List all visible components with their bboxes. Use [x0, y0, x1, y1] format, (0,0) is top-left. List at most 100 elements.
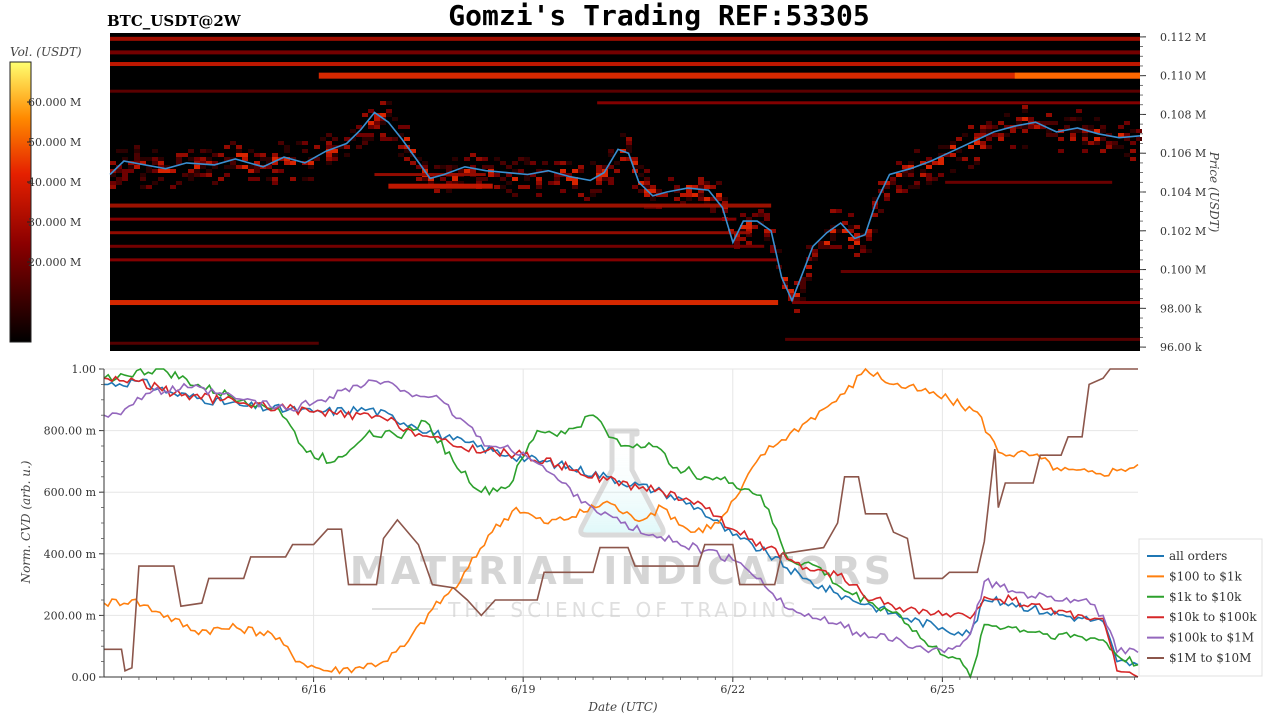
heatmap-cell: [578, 165, 584, 169]
heatmap-cell: [134, 145, 140, 149]
heatmap-cell: [248, 177, 254, 181]
heatmap-cell: [908, 185, 914, 189]
heatmap-cell: [290, 177, 296, 181]
heatmap-cell: [530, 173, 536, 177]
liquidity-band: [1014, 72, 1140, 79]
heatmap-cell: [476, 157, 482, 161]
heatmap-cell: [938, 145, 944, 149]
heatmap-cell: [560, 189, 566, 193]
heatmap-cell: [524, 157, 530, 161]
heatmap-cell: [872, 197, 878, 201]
heatmap-cell: [1004, 113, 1010, 117]
heatmap-cell: [1082, 149, 1088, 153]
heatmap-cell: [632, 161, 638, 165]
heatmap-cell: [506, 181, 512, 185]
heatmap-cell: [134, 165, 140, 169]
heatmap-cell: [326, 133, 332, 137]
heatmap-cell: [1070, 117, 1076, 121]
heatmap-cell: [284, 145, 290, 149]
heatmap-cell: [386, 113, 392, 117]
heatmap-cell: [674, 189, 680, 193]
heatmap-cell: [488, 165, 494, 169]
heatmap-cell: [1070, 133, 1076, 137]
heatmap-cell: [416, 165, 422, 169]
heatmap-cell: [716, 193, 722, 197]
heatmap-cell: [734, 237, 740, 241]
heatmap-cell: [518, 157, 524, 161]
heatmap-cell: [314, 145, 320, 149]
heatmap-cell: [722, 201, 728, 205]
heatmap-cell: [386, 137, 392, 141]
heatmap-cell: [272, 181, 278, 185]
heatmap-cell: [788, 293, 794, 297]
heatmap-cell: [404, 125, 410, 129]
heatmap-cell: [518, 169, 524, 173]
heatmap-cell: [704, 197, 710, 201]
heatmap-cell: [1124, 121, 1130, 125]
heatmap-cell: [212, 165, 218, 169]
heatmap-cell: [806, 273, 812, 277]
heatmap-cell: [1100, 129, 1106, 133]
heatmap-cell: [398, 153, 404, 157]
heatmap-cell: [1106, 133, 1112, 137]
heatmap-cell: [1022, 125, 1028, 129]
heatmap-cell: [110, 161, 116, 165]
heatmap-cell: [590, 193, 596, 197]
heatmap-cell: [1124, 133, 1130, 137]
heatmap-cell: [698, 197, 704, 201]
legend-label: $100 to $1k: [1169, 569, 1242, 583]
heatmap-cell: [626, 145, 632, 149]
heatmap-cell: [1118, 133, 1124, 137]
heatmap-cell: [386, 101, 392, 105]
heatmap-cell: [746, 229, 752, 233]
liquidity-band: [374, 173, 486, 177]
heatmap-cell: [518, 185, 524, 189]
heatmap-cell: [992, 133, 998, 137]
heatmap-cell: [494, 173, 500, 177]
legend-label: $10k to $100k: [1169, 610, 1257, 624]
heatmap-cell: [974, 133, 980, 137]
heatmap-cell: [644, 169, 650, 173]
heatmap-cell: [458, 169, 464, 173]
heatmap-cell: [830, 229, 836, 233]
heatmap-cell: [758, 209, 764, 213]
heatmap-cell: [890, 181, 896, 185]
heatmap-cell: [188, 173, 194, 177]
heatmap-cell: [884, 193, 890, 197]
heatmap-cell: [122, 157, 128, 161]
colorbar-tick-label: 50.000 M: [28, 136, 81, 149]
heatmap-cell: [896, 189, 902, 193]
heatmap-cell: [602, 177, 608, 181]
heatmap-cell: [266, 157, 272, 161]
heatmap-cell: [1022, 105, 1028, 109]
heatmap-cell: [920, 169, 926, 173]
heatmap-cell: [332, 149, 338, 153]
heatmap-cell: [608, 181, 614, 185]
heatmap-cell: [698, 181, 704, 185]
heatmap-cell: [494, 185, 500, 189]
cvd-y-tick-label: 200.00 m: [44, 609, 97, 622]
heatmap-cell: [200, 161, 206, 165]
heatmap-cell: [956, 149, 962, 153]
heatmap-cell: [1094, 117, 1100, 121]
heatmap-cell: [830, 225, 836, 229]
heatmap-cell: [506, 173, 512, 177]
heatmap-cell: [908, 173, 914, 177]
heatmap-cell: [908, 161, 914, 165]
heatmap-cell: [1004, 133, 1010, 137]
cvd-series-line: [103, 378, 1139, 667]
heatmap-cell: [932, 177, 938, 181]
heatmap-cell: [146, 157, 152, 161]
heatmap-cell: [1082, 125, 1088, 129]
heatmap-cell: [146, 185, 152, 189]
heatmap-cell: [416, 177, 422, 181]
heatmap-cell: [446, 165, 452, 169]
heatmap-cell: [794, 293, 800, 297]
heatmap-cell: [686, 197, 692, 201]
heatmap-cell: [938, 161, 944, 165]
heatmap-cell: [1130, 149, 1136, 153]
heatmap-cell: [926, 157, 932, 161]
heatmap-cell: [962, 157, 968, 161]
heatmap-cell: [608, 177, 614, 181]
heatmap-cell: [266, 177, 272, 181]
